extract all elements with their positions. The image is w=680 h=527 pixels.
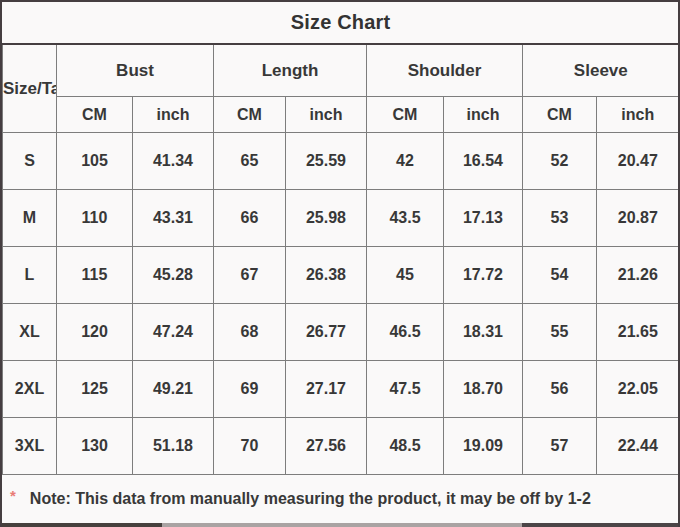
measurement-cell: 49.21 <box>133 361 214 418</box>
table-row: XL12047.246826.7746.518.315521.65 <box>3 304 679 361</box>
measurement-cell: 41.34 <box>133 133 214 190</box>
measurement-cell: 56 <box>523 361 597 418</box>
measurement-cell: 48.5 <box>367 418 444 475</box>
group-header-bust: Bust <box>57 44 214 97</box>
measurement-cell: 21.65 <box>597 304 679 361</box>
unit-header: inch <box>444 97 523 133</box>
measurement-cell: 19.09 <box>444 418 523 475</box>
measurement-cell: 57 <box>523 418 597 475</box>
table-row: M11043.316625.9843.517.135320.87 <box>3 190 679 247</box>
measurement-cell: 42 <box>367 133 444 190</box>
measurement-cell: 110 <box>57 190 133 247</box>
measurement-cell: 54 <box>523 247 597 304</box>
measurement-cell: 120 <box>57 304 133 361</box>
measurement-cell: 68 <box>214 304 286 361</box>
measurement-cell: 25.98 <box>286 190 367 247</box>
measurement-cell: 18.31 <box>444 304 523 361</box>
size-chart: Size Chart Size/Ta Bust Length Shoulder … <box>0 0 680 527</box>
title-row: Size Chart <box>3 2 679 44</box>
measurement-cell: 66 <box>214 190 286 247</box>
page-title: Size Chart <box>3 2 679 44</box>
bottom-edge-strip <box>2 523 678 527</box>
size-chart-table: Size Chart Size/Ta Bust Length Shoulder … <box>2 2 679 475</box>
unit-header: CM <box>57 97 133 133</box>
measurement-cell: 20.87 <box>597 190 679 247</box>
size-cell: M <box>3 190 57 247</box>
measurement-cell: 130 <box>57 418 133 475</box>
note-asterisk: * <box>10 487 16 504</box>
measurement-cell: 22.05 <box>597 361 679 418</box>
measurement-cell: 47.5 <box>367 361 444 418</box>
measurement-cell: 52 <box>523 133 597 190</box>
size-cell: 2XL <box>3 361 57 418</box>
measurement-cell: 47.24 <box>133 304 214 361</box>
size-cell: S <box>3 133 57 190</box>
measurement-cell: 51.18 <box>133 418 214 475</box>
unit-header: CM <box>523 97 597 133</box>
measurement-cell: 69 <box>214 361 286 418</box>
measurement-cell: 70 <box>214 418 286 475</box>
table-row: 3XL13051.187027.5648.519.095722.44 <box>3 418 679 475</box>
measurement-cell: 17.72 <box>444 247 523 304</box>
group-header-row: Size/Ta Bust Length Shoulder Sleeve <box>3 44 679 97</box>
measurement-cell: 125 <box>57 361 133 418</box>
unit-header: inch <box>597 97 679 133</box>
measurement-cell: 25.59 <box>286 133 367 190</box>
measurement-cell: 105 <box>57 133 133 190</box>
measurement-cell: 26.38 <box>286 247 367 304</box>
measurement-cell: 67 <box>214 247 286 304</box>
measurement-cell: 46.5 <box>367 304 444 361</box>
group-header-shoulder: Shoulder <box>367 44 523 97</box>
measurement-cell: 65 <box>214 133 286 190</box>
size-cell: L <box>3 247 57 304</box>
size-cell: XL <box>3 304 57 361</box>
group-header-length: Length <box>214 44 367 97</box>
measurement-cell: 18.70 <box>444 361 523 418</box>
size-cell: 3XL <box>3 418 57 475</box>
measurement-cell: 17.13 <box>444 190 523 247</box>
table-row: S10541.346525.594216.545220.47 <box>3 133 679 190</box>
group-header-sleeve: Sleeve <box>523 44 679 97</box>
note: * Note: This data from manually measurin… <box>2 475 678 527</box>
corner-label: Size/Ta <box>3 44 57 133</box>
unit-header: CM <box>214 97 286 133</box>
unit-header: inch <box>286 97 367 133</box>
measurement-cell: 16.54 <box>444 133 523 190</box>
measurement-cell: 26.77 <box>286 304 367 361</box>
measurement-cell: 43.31 <box>133 190 214 247</box>
unit-header: inch <box>133 97 214 133</box>
measurement-cell: 20.47 <box>597 133 679 190</box>
measurement-cell: 27.17 <box>286 361 367 418</box>
measurement-cell: 55 <box>523 304 597 361</box>
measurement-cell: 27.56 <box>286 418 367 475</box>
measurement-cell: 53 <box>523 190 597 247</box>
note-text: Note: This data from manually measuring … <box>30 490 591 508</box>
measurement-cell: 45.28 <box>133 247 214 304</box>
table-row: 2XL12549.216927.1747.518.705622.05 <box>3 361 679 418</box>
measurement-cell: 115 <box>57 247 133 304</box>
measurement-cell: 45 <box>367 247 444 304</box>
measurement-cell: 21.26 <box>597 247 679 304</box>
table-row: L11545.286726.384517.725421.26 <box>3 247 679 304</box>
measurement-cell: 22.44 <box>597 418 679 475</box>
measurement-cell: 43.5 <box>367 190 444 247</box>
unit-header: CM <box>367 97 444 133</box>
unit-header-row: CM inch CM inch CM inch CM inch <box>3 97 679 133</box>
